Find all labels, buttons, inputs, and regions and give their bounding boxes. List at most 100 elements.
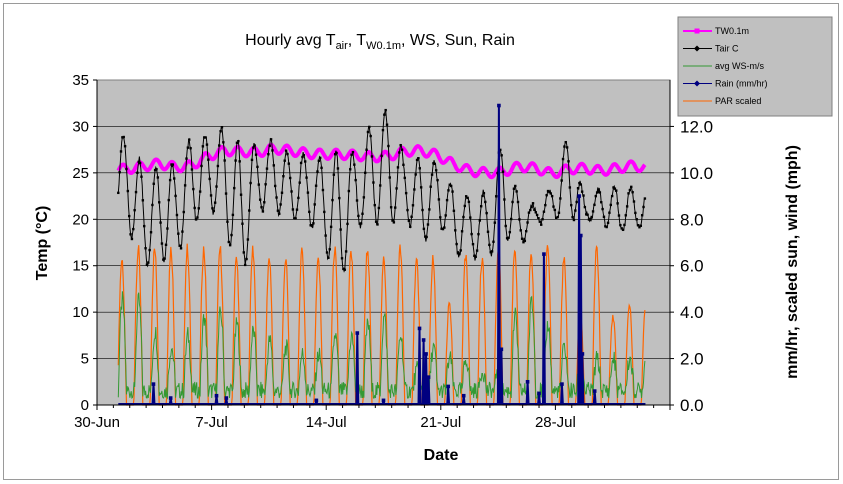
- tair-point: [615, 189, 618, 192]
- tair-point: [287, 162, 291, 165]
- tair-point: [478, 219, 482, 222]
- tair-point: [559, 197, 562, 200]
- rain-point: [592, 389, 597, 393]
- legend-marker: [694, 28, 700, 34]
- tair-point: [399, 143, 402, 147]
- tair-point: [235, 141, 239, 144]
- tair-point: [404, 191, 408, 195]
- tair-point: [392, 221, 396, 224]
- tair-point: [455, 242, 458, 246]
- tair-point: [354, 178, 357, 182]
- tair-point: [173, 177, 176, 180]
- tair-point: [546, 189, 550, 193]
- tair-point: [252, 146, 255, 149]
- tair-point: [402, 163, 405, 167]
- tair-point: [518, 218, 521, 221]
- tair-point: [166, 227, 169, 230]
- tair-point: [582, 194, 585, 197]
- tair-point: [310, 224, 314, 227]
- tair-point: [475, 249, 479, 252]
- tair-point: [624, 214, 627, 217]
- tair-point: [155, 168, 158, 171]
- tair-point: [177, 232, 180, 235]
- rain-point: [577, 194, 581, 198]
- tair-point: [340, 257, 344, 260]
- tair-point: [207, 158, 210, 161]
- tair-point: [121, 136, 124, 139]
- tair-point: [466, 196, 469, 200]
- tair-point: [494, 195, 498, 198]
- rain-point: [355, 331, 360, 335]
- tair-point: [163, 257, 166, 260]
- tair-point: [167, 198, 170, 202]
- tair-point: [197, 207, 200, 210]
- tair-point: [208, 177, 211, 181]
- tair-point: [130, 237, 134, 241]
- tair-point: [625, 205, 629, 208]
- tair-point: [321, 188, 325, 192]
- tair-point: [168, 178, 172, 182]
- tair-point: [216, 164, 220, 168]
- tair-point: [456, 251, 460, 254]
- tair-point: [520, 237, 524, 240]
- tair-point: [133, 208, 136, 212]
- tair-point: [145, 263, 149, 266]
- tair-point: [160, 242, 164, 245]
- tair-point: [610, 194, 614, 198]
- plot-area: [96, 79, 671, 406]
- x-tick-label: 28-Jul: [535, 414, 576, 431]
- tair-point: [226, 220, 229, 223]
- tair-point: [571, 215, 574, 219]
- tair-point: [503, 198, 506, 201]
- y-tick-label: 20: [72, 211, 89, 228]
- tair-point: [362, 196, 366, 199]
- tair-point: [186, 146, 190, 149]
- tair-point: [507, 236, 510, 239]
- rain-point: [426, 375, 431, 379]
- tair-point: [567, 160, 570, 163]
- y-tick-label: 15: [72, 258, 89, 275]
- tair-point: [189, 147, 192, 150]
- tair-point: [597, 190, 600, 194]
- tair-point: [434, 169, 438, 172]
- tair-point: [272, 164, 276, 167]
- tair-point: [600, 201, 603, 204]
- tair-point: [509, 217, 513, 221]
- tair-point: [454, 229, 457, 232]
- tair-point: [601, 207, 604, 211]
- tair-point: [636, 224, 640, 227]
- rain-spike: [424, 353, 428, 406]
- tair-point: [317, 159, 321, 162]
- tair-point: [398, 151, 401, 154]
- tair-point: [316, 170, 319, 173]
- tair-point: [327, 256, 330, 259]
- tair-point: [444, 214, 447, 217]
- tair-point: [268, 144, 271, 147]
- tair-point: [198, 190, 202, 193]
- legend-label: avg WS-m/s: [715, 61, 765, 71]
- tair-point: [140, 175, 143, 178]
- y-tick-label: 0: [81, 397, 89, 414]
- tair-point: [563, 145, 566, 148]
- tair-point: [432, 162, 435, 165]
- tair-point: [344, 250, 348, 253]
- tair-point: [250, 158, 254, 162]
- tair-point: [156, 176, 160, 179]
- tair-point: [445, 198, 449, 202]
- tair-point: [305, 176, 308, 179]
- tair-point: [343, 268, 346, 271]
- tair-point: [237, 140, 240, 143]
- tair-point: [464, 195, 468, 198]
- tair-point: [308, 210, 311, 214]
- tair-point: [545, 193, 548, 197]
- tair-point: [205, 143, 209, 146]
- tair-point: [350, 153, 353, 156]
- y-tick-label: 5: [81, 351, 89, 368]
- tair-point: [376, 223, 379, 226]
- y2-tick-label: 2.0: [680, 350, 704, 369]
- tair-point: [295, 208, 299, 211]
- tair-point: [188, 138, 191, 141]
- tair-point: [132, 227, 135, 231]
- tair-point: [369, 134, 372, 138]
- tair-point: [314, 184, 318, 187]
